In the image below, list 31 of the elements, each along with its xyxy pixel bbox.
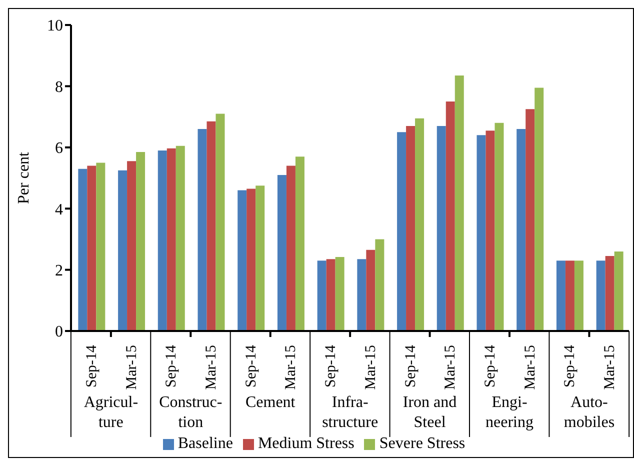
x-tick-label: Mar-15 (522, 345, 538, 390)
x-tick-label: Sep-14 (164, 344, 180, 388)
x-tick-label: Sep-14 (323, 344, 340, 388)
text: Agricul- ture (84, 394, 138, 431)
y-axis-title: Per cent (16, 151, 33, 204)
x-tick-label: Sep-14 (84, 344, 100, 388)
x-tick-label: Sep-14 (482, 344, 498, 388)
text: Iron and Steel (402, 394, 457, 431)
y-tick-label: 2 (55, 262, 63, 280)
x-tick-label: Sep-14 (402, 344, 419, 388)
y-tick-label: 10 (47, 18, 63, 35)
y-tick-label: 0 (55, 324, 63, 341)
x-tick-label: Mar-15 (204, 345, 220, 390)
x-tick-label: Mar-15 (283, 345, 300, 390)
y-tick-label: 4 (55, 201, 63, 218)
x-tick-label: Mar-15 (602, 345, 618, 390)
x-tick-label: Mar-15 (362, 345, 379, 390)
text: Engi- neering (486, 394, 534, 431)
legend-label: Baseline (178, 435, 233, 452)
x-tick-label: Sep-14 (243, 344, 260, 388)
text: Infra- structure (322, 394, 378, 431)
legend-label: Severe Stress (379, 435, 466, 452)
text: Construc- tion (159, 394, 222, 431)
text: Cement (245, 394, 296, 411)
x-tick-label: Sep-14 (562, 344, 578, 388)
x-tick-label: Mar-15 (124, 345, 140, 390)
y-tick-label: 6 (55, 140, 63, 158)
legend-label: Medium Stress (258, 435, 354, 452)
y-tick-label: 8 (55, 78, 63, 96)
x-tick-label: Mar-15 (442, 345, 459, 390)
text: Auto- mobiles (564, 394, 615, 431)
